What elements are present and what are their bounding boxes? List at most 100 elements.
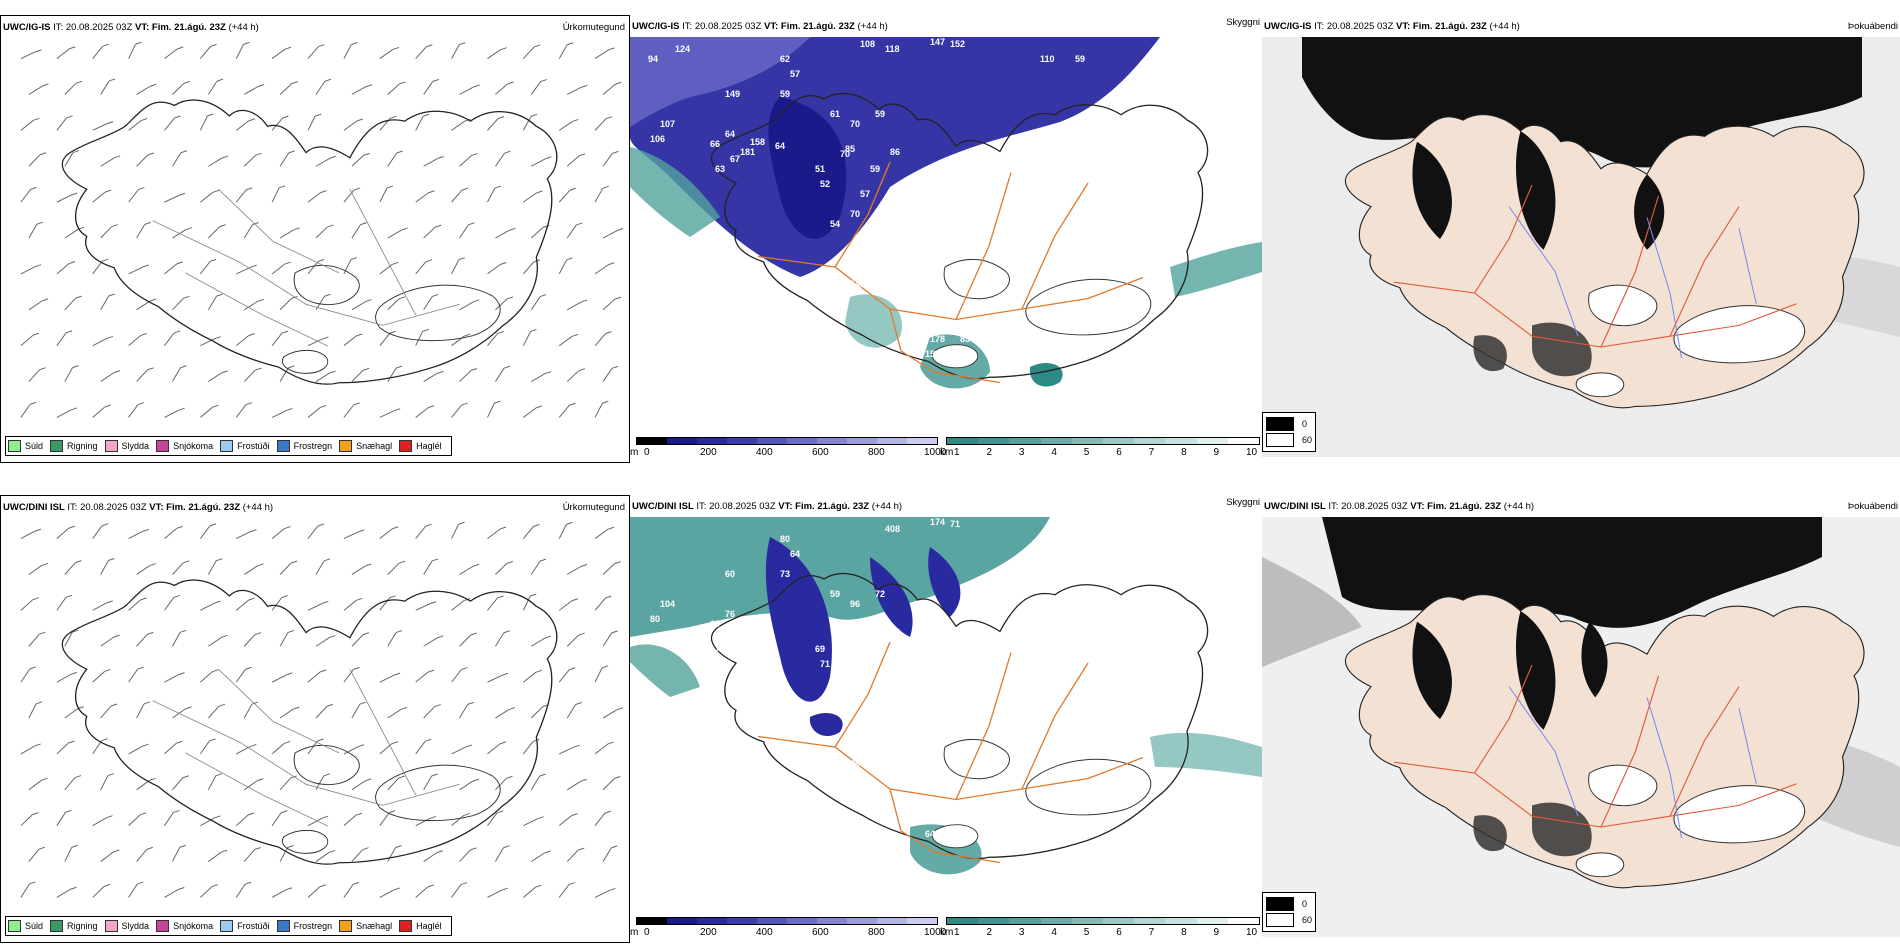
wind-barb-feather xyxy=(365,563,372,567)
wind-barb-feather xyxy=(29,881,36,885)
fog-legend-row: 0 xyxy=(1266,416,1312,432)
wind-barb-feather xyxy=(72,365,79,369)
wind-barb xyxy=(423,852,438,862)
wind-barb-feather xyxy=(362,632,370,636)
fog-legend-row: 0 xyxy=(1266,896,1312,912)
wind-barb xyxy=(566,704,577,719)
wind-barb-feather xyxy=(185,706,192,710)
legend-label: Haglél xyxy=(416,441,442,451)
wind-barb-feather xyxy=(470,847,477,851)
wind-barb xyxy=(200,406,213,418)
wind-barb-feather xyxy=(285,887,293,891)
colorbar-tick: 8 xyxy=(1181,927,1187,938)
wind-barb xyxy=(343,599,357,611)
wind-barb xyxy=(56,597,67,611)
wind-barb-feather xyxy=(611,630,618,634)
wind-barb xyxy=(100,705,112,719)
wind-barb-feather xyxy=(114,155,121,159)
wind-barb xyxy=(64,82,77,95)
wind-barb xyxy=(279,367,289,382)
visibility-value-label: 96 xyxy=(850,599,860,609)
wind-barb xyxy=(128,745,143,755)
wind-barb xyxy=(28,223,38,239)
wind-barb xyxy=(522,595,531,611)
wind-barb xyxy=(243,780,258,791)
wind-barb xyxy=(602,368,613,382)
wind-barb xyxy=(243,634,256,647)
wind-barb-feather xyxy=(329,370,336,374)
visibility-value-label: 75 xyxy=(900,764,910,774)
visibility-value-label: 57 xyxy=(790,69,800,79)
wind-barb-feather xyxy=(608,262,615,266)
fog-legend-row: 60 xyxy=(1266,912,1312,928)
wind-barb-feather xyxy=(174,115,181,119)
wind-barb-feather xyxy=(459,42,466,46)
wind-barb-feather xyxy=(288,150,295,154)
wind-barb xyxy=(387,367,397,382)
wind-barb-feather xyxy=(501,672,509,676)
wind-barb-feather xyxy=(464,333,471,337)
wind-barb-feather xyxy=(386,185,394,189)
wind-barb-feather xyxy=(605,116,613,120)
wind-barb-feather xyxy=(315,113,322,117)
wind-barb xyxy=(379,263,393,275)
legend-swatch xyxy=(156,920,170,932)
wind-barb xyxy=(594,890,610,898)
legend-label: Súld xyxy=(25,441,44,451)
wind-barb xyxy=(315,157,331,167)
wind-barb-feather xyxy=(246,187,253,191)
wind-barb xyxy=(136,85,151,95)
wind-barb xyxy=(558,669,570,683)
wind-barb xyxy=(530,296,541,311)
colorbar-tick: 1 xyxy=(954,447,960,458)
wind-barb xyxy=(343,335,357,347)
wind-barb-feather xyxy=(33,117,40,121)
wind-barb xyxy=(28,369,40,382)
wind-barb-feather xyxy=(108,78,116,82)
wind-barb-feather xyxy=(113,634,120,638)
wind-barb-feather xyxy=(391,741,399,745)
wind-barb xyxy=(602,847,612,862)
wind-barb-feather xyxy=(609,887,616,891)
wind-barb-feather xyxy=(365,299,372,303)
wind-barb xyxy=(343,189,355,203)
visibility-value-label: 57 xyxy=(860,189,870,199)
legend-swatch xyxy=(276,920,290,932)
wind-barb xyxy=(100,560,109,575)
fog-map xyxy=(1262,37,1900,457)
wind-barb-feather xyxy=(504,150,511,154)
visibility-value-label: 119 xyxy=(845,624,860,634)
wind-barb-feather xyxy=(350,257,358,261)
wind-barb xyxy=(236,531,251,540)
wind-barb xyxy=(271,889,287,898)
wind-barb xyxy=(199,46,211,59)
wind-barb xyxy=(164,117,175,131)
wind-barb-feather xyxy=(580,564,588,567)
wind-barb xyxy=(56,48,70,59)
wind-barb xyxy=(343,746,359,755)
wind-barb xyxy=(64,777,76,791)
visibility-value-label: 63 xyxy=(715,164,725,174)
wind-barb-feather xyxy=(580,778,587,782)
wind-barb xyxy=(28,848,40,862)
wind-barb-feather xyxy=(616,707,623,711)
colorbar-tick: 3 xyxy=(1018,927,1025,938)
wind-barb-feather xyxy=(614,561,621,565)
fog-label: 0 xyxy=(1302,899,1308,909)
visibility-value-label: 62 xyxy=(880,679,890,689)
wind-barb xyxy=(20,599,34,611)
wind-barb xyxy=(558,600,573,611)
wind-barb xyxy=(566,155,580,167)
wind-barb xyxy=(487,528,501,539)
colorbar-tick: 600 xyxy=(812,927,829,938)
wind-barb xyxy=(495,563,508,575)
wind-barb-feather xyxy=(111,224,118,228)
visibility-value-label: 80 xyxy=(650,614,660,624)
wind-barb-feather xyxy=(102,258,109,262)
wind-barb-feather xyxy=(318,44,325,48)
wind-barb xyxy=(208,636,222,647)
wind-barb-feather xyxy=(286,672,293,676)
wind-barb xyxy=(307,338,323,347)
